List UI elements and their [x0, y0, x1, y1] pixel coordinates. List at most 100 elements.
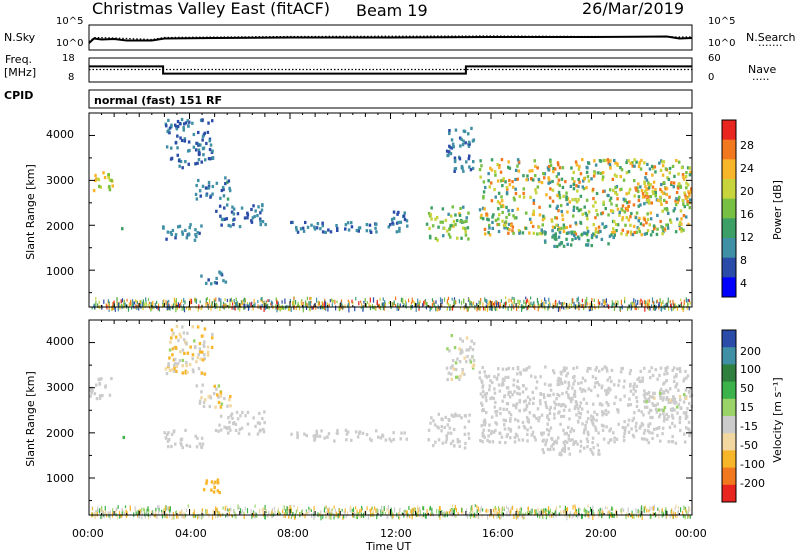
vel-ground-scatter-cell — [359, 509, 361, 514]
vel-echo-cell — [361, 431, 365, 435]
pow-echo-cell — [668, 171, 671, 175]
vel-ground-scatter-cell — [254, 504, 256, 508]
pow-echo-cell — [594, 163, 598, 167]
vel-echo-cell — [627, 403, 630, 407]
vel-echo-cell — [537, 419, 540, 423]
pow-ground-scatter-cell — [145, 297, 147, 302]
pow-echo-cell — [503, 223, 507, 227]
pow-ground-scatter-cell — [419, 300, 421, 303]
vel-ground-scatter-cell — [621, 507, 623, 512]
pow-echo-cell — [563, 226, 566, 230]
vel-echo-cell — [498, 407, 502, 411]
pow-echo-cell — [654, 194, 658, 198]
vel-ground-scatter-cell — [345, 514, 347, 519]
pow-ground-scatter-cell — [243, 299, 245, 303]
pow-echo-cell — [257, 205, 260, 209]
vel-echo-cell — [447, 371, 451, 375]
pow-ground-scatter-cell — [689, 301, 691, 305]
pow-ground-scatter-cell — [683, 299, 685, 305]
pow-ground-scatter-cell — [186, 306, 188, 310]
axes-frames-layer — [88, 24, 693, 516]
vel-echo-cell — [487, 434, 490, 438]
pow-ground-scatter-cell — [611, 300, 613, 305]
vel-cbar-tick-100: 100 — [740, 363, 761, 376]
pow-echo-cell — [542, 214, 545, 218]
pow-ground-scatter-cell — [243, 303, 245, 307]
vel-ground-scatter-cell — [688, 514, 690, 518]
pow-echo-cell — [672, 209, 675, 213]
pow-ground-scatter-cell — [175, 303, 177, 307]
vel-echo-cell — [509, 429, 512, 433]
pow-ground-scatter-cell — [676, 306, 679, 311]
velocity-colorbar-segment — [722, 416, 736, 434]
vel-echo-cell — [186, 331, 189, 335]
vel-echo-cell — [578, 415, 582, 420]
vel-ground-scatter-cell — [342, 514, 344, 520]
vel-ground-scatter-cell — [412, 510, 414, 517]
pow-echo-cell — [660, 202, 663, 206]
vel-echo-cell — [678, 417, 682, 421]
pow-echo-cell — [594, 200, 597, 204]
pow-ground-scatter-cell — [495, 300, 497, 305]
pow-ground-scatter-cell — [180, 302, 182, 306]
vel-ground-scatter-cell — [510, 508, 512, 514]
vel-echo-cell — [595, 413, 599, 417]
pow-echo-cell — [392, 216, 396, 220]
pow-echo-cell — [566, 242, 569, 246]
vel-ground-scatter-cell — [147, 506, 149, 511]
pow-echo-cell — [512, 196, 516, 200]
pow-echo-cell — [488, 185, 491, 189]
pow-echo-cell — [582, 179, 585, 183]
pow-echo-cell — [176, 134, 179, 138]
pow-echo-cell — [612, 235, 615, 240]
pow-echo-cell — [646, 162, 649, 166]
pow-echo-cell — [586, 226, 589, 230]
vel-echo-cell — [345, 438, 348, 442]
vel-ground-scatter-cell — [539, 514, 541, 519]
vel-echo-cell — [659, 366, 663, 370]
vel-echo-cell — [487, 374, 491, 378]
vel-echo-cell — [653, 391, 656, 395]
pow-ground-scatter-cell — [571, 303, 573, 309]
pow-echo-cell — [638, 160, 642, 164]
pow-ground-scatter-cell — [175, 298, 177, 304]
vel-echo-cell — [667, 440, 670, 444]
xtick-1600: 16:00 — [482, 527, 514, 540]
pow-ground-scatter-cell — [612, 302, 614, 307]
pow-echo-cell — [555, 244, 559, 249]
vel-ground-scatter-cell — [134, 506, 136, 512]
vel-echo-cell — [572, 366, 575, 371]
pow-ground-scatter-cell — [366, 301, 368, 304]
vel-echo-cell — [562, 447, 565, 451]
vel-echo-cell — [633, 411, 636, 415]
vel-ground-scatter-cell — [646, 509, 648, 513]
vel-ground-scatter-cell — [374, 506, 376, 510]
vel-echo-cell — [516, 434, 519, 438]
vel-ground-scatter-cell — [482, 508, 484, 512]
pow-echo-cell — [194, 162, 197, 166]
pow-echo-cell — [647, 186, 651, 190]
pow-echo-cell — [511, 180, 514, 184]
vel-echo-cell — [621, 366, 624, 371]
pow-echo-cell — [622, 178, 626, 182]
pow-ground-scatter-cell — [264, 305, 266, 311]
pow-ground-scatter-cell — [134, 306, 137, 310]
vel-echo-cell — [202, 343, 205, 347]
vel-echo-cell — [591, 436, 595, 440]
vel-ground-scatter-cell — [496, 511, 498, 516]
pow-echo-cell — [608, 234, 612, 238]
vel-ground-scatter-cell — [163, 508, 165, 512]
vel-echo-cell — [560, 380, 563, 384]
vel-ground-scatter-cell — [404, 512, 406, 517]
vel-echo-cell — [632, 385, 635, 389]
vel-echo-cell — [490, 429, 494, 434]
vel-echo-cell — [488, 440, 491, 444]
vel-echo-cell — [616, 408, 619, 412]
vel-echo-cell — [185, 364, 188, 368]
vel-ground-scatter-cell — [149, 514, 151, 519]
vel-echo-cell — [194, 345, 197, 349]
vel-echo-cell — [629, 384, 632, 388]
vel-ground-scatter-cell — [161, 509, 163, 514]
pow-ground-scatter-cell — [494, 305, 496, 310]
